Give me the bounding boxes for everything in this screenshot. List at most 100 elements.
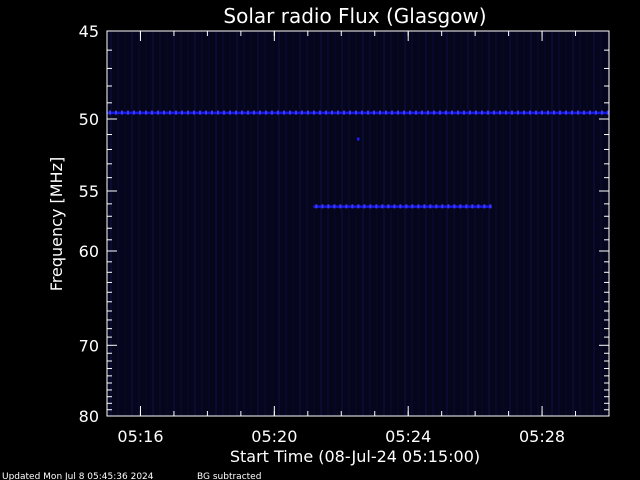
signal-dot — [349, 110, 351, 115]
signal-dot — [343, 110, 345, 115]
signal-dot — [331, 110, 333, 115]
signal-dot — [211, 110, 213, 115]
noise-stripe — [313, 31, 315, 416]
signal-dot — [469, 110, 471, 115]
signal-dot — [169, 110, 171, 115]
noise-stripe — [523, 31, 525, 416]
signal-dot — [367, 110, 369, 115]
signal-dot — [205, 110, 207, 115]
noise-stripe — [432, 31, 434, 416]
noise-stripe — [551, 31, 553, 416]
noise-stripe — [180, 31, 182, 416]
noise-stripe — [453, 31, 455, 416]
signal-dot — [181, 110, 183, 115]
noise-stripe — [145, 31, 147, 416]
signal-dot — [315, 204, 318, 209]
noise-stripe — [271, 31, 273, 416]
noise-stripe — [124, 31, 126, 416]
signal-dot — [355, 110, 357, 115]
signal-dot — [405, 204, 408, 209]
signal-dot — [139, 110, 141, 115]
signal-dot — [133, 110, 135, 115]
signal-dot — [385, 110, 387, 115]
signal-dot — [283, 110, 285, 115]
plot-area — [107, 31, 609, 416]
signal-dot — [559, 110, 561, 115]
signal-dot — [387, 204, 390, 209]
noise-stripe — [530, 31, 532, 416]
plot-frame — [106, 30, 610, 417]
signal-dot — [463, 110, 465, 115]
signal-dot — [481, 110, 483, 115]
noise-stripe — [334, 31, 336, 416]
signal-dot — [427, 110, 429, 115]
y-tick-label: 70 — [79, 336, 99, 355]
noise-stripe — [376, 31, 378, 416]
signal-dot — [441, 204, 444, 209]
x-tick-label: 05:24 — [385, 427, 431, 446]
signal-dot — [289, 110, 291, 115]
signal-dot — [381, 204, 384, 209]
noise-stripe — [397, 31, 399, 416]
signal-dot — [505, 110, 507, 115]
noise-stripe — [411, 31, 413, 416]
signal-dot — [295, 110, 297, 115]
signal-dot — [417, 204, 420, 209]
noise-stripe — [495, 31, 497, 416]
signal-dot — [163, 110, 165, 115]
noise-stripe — [600, 31, 602, 416]
noise-stripe — [362, 31, 364, 416]
noise-stripe — [516, 31, 518, 416]
signal-dot — [307, 110, 309, 115]
noise-stripe — [257, 31, 259, 416]
signal-dot — [199, 110, 201, 115]
signal-point — [357, 137, 360, 141]
y-axis: 45 50 55 60 70 80 — [79, 22, 609, 426]
x-tick-label: 05:16 — [117, 427, 163, 446]
noise-stripe — [572, 31, 574, 416]
signal-dot — [337, 110, 339, 115]
noise-stripe — [250, 31, 252, 416]
signal-dot — [151, 110, 153, 115]
signal-dot — [477, 204, 480, 209]
noise-stripe — [229, 31, 231, 416]
signal-dot — [361, 110, 363, 115]
signal-dot — [445, 110, 447, 115]
signal-dot — [373, 110, 375, 115]
noise-stripe — [544, 31, 546, 416]
signal-dot — [499, 110, 501, 115]
signal-dot — [409, 110, 411, 115]
signal-dot — [529, 110, 531, 115]
noise-stripe — [439, 31, 441, 416]
signal-dot — [547, 110, 549, 115]
signal-dot — [301, 110, 303, 115]
signal-dot — [459, 204, 462, 209]
noise-stripe — [460, 31, 462, 416]
signal-dot — [327, 204, 330, 209]
noise-stripe — [299, 31, 301, 416]
noise-stripe — [138, 31, 140, 416]
noise-stripe — [173, 31, 175, 416]
signal-dot — [595, 110, 597, 115]
signal-dot — [439, 110, 441, 115]
signal-dot — [217, 110, 219, 115]
noise-stripe — [474, 31, 476, 416]
signal-dot — [571, 110, 573, 115]
noise-stripe — [565, 31, 567, 416]
noise-stripe — [502, 31, 504, 416]
noise-stripe — [383, 31, 385, 416]
signal-dot — [553, 110, 555, 115]
noise-stripe — [537, 31, 539, 416]
signal-dot — [229, 110, 231, 115]
noise-stripe — [236, 31, 238, 416]
signal-dot — [187, 110, 189, 115]
noise-stripe — [348, 31, 350, 416]
noise-stripe — [327, 31, 329, 416]
signal-dot — [109, 110, 111, 115]
y-tick-label: 55 — [79, 182, 99, 201]
signal-dot — [493, 110, 495, 115]
signal-dot — [175, 110, 177, 115]
signal-dot — [577, 110, 579, 115]
noise-stripe — [481, 31, 483, 416]
noise-stripe — [425, 31, 427, 416]
